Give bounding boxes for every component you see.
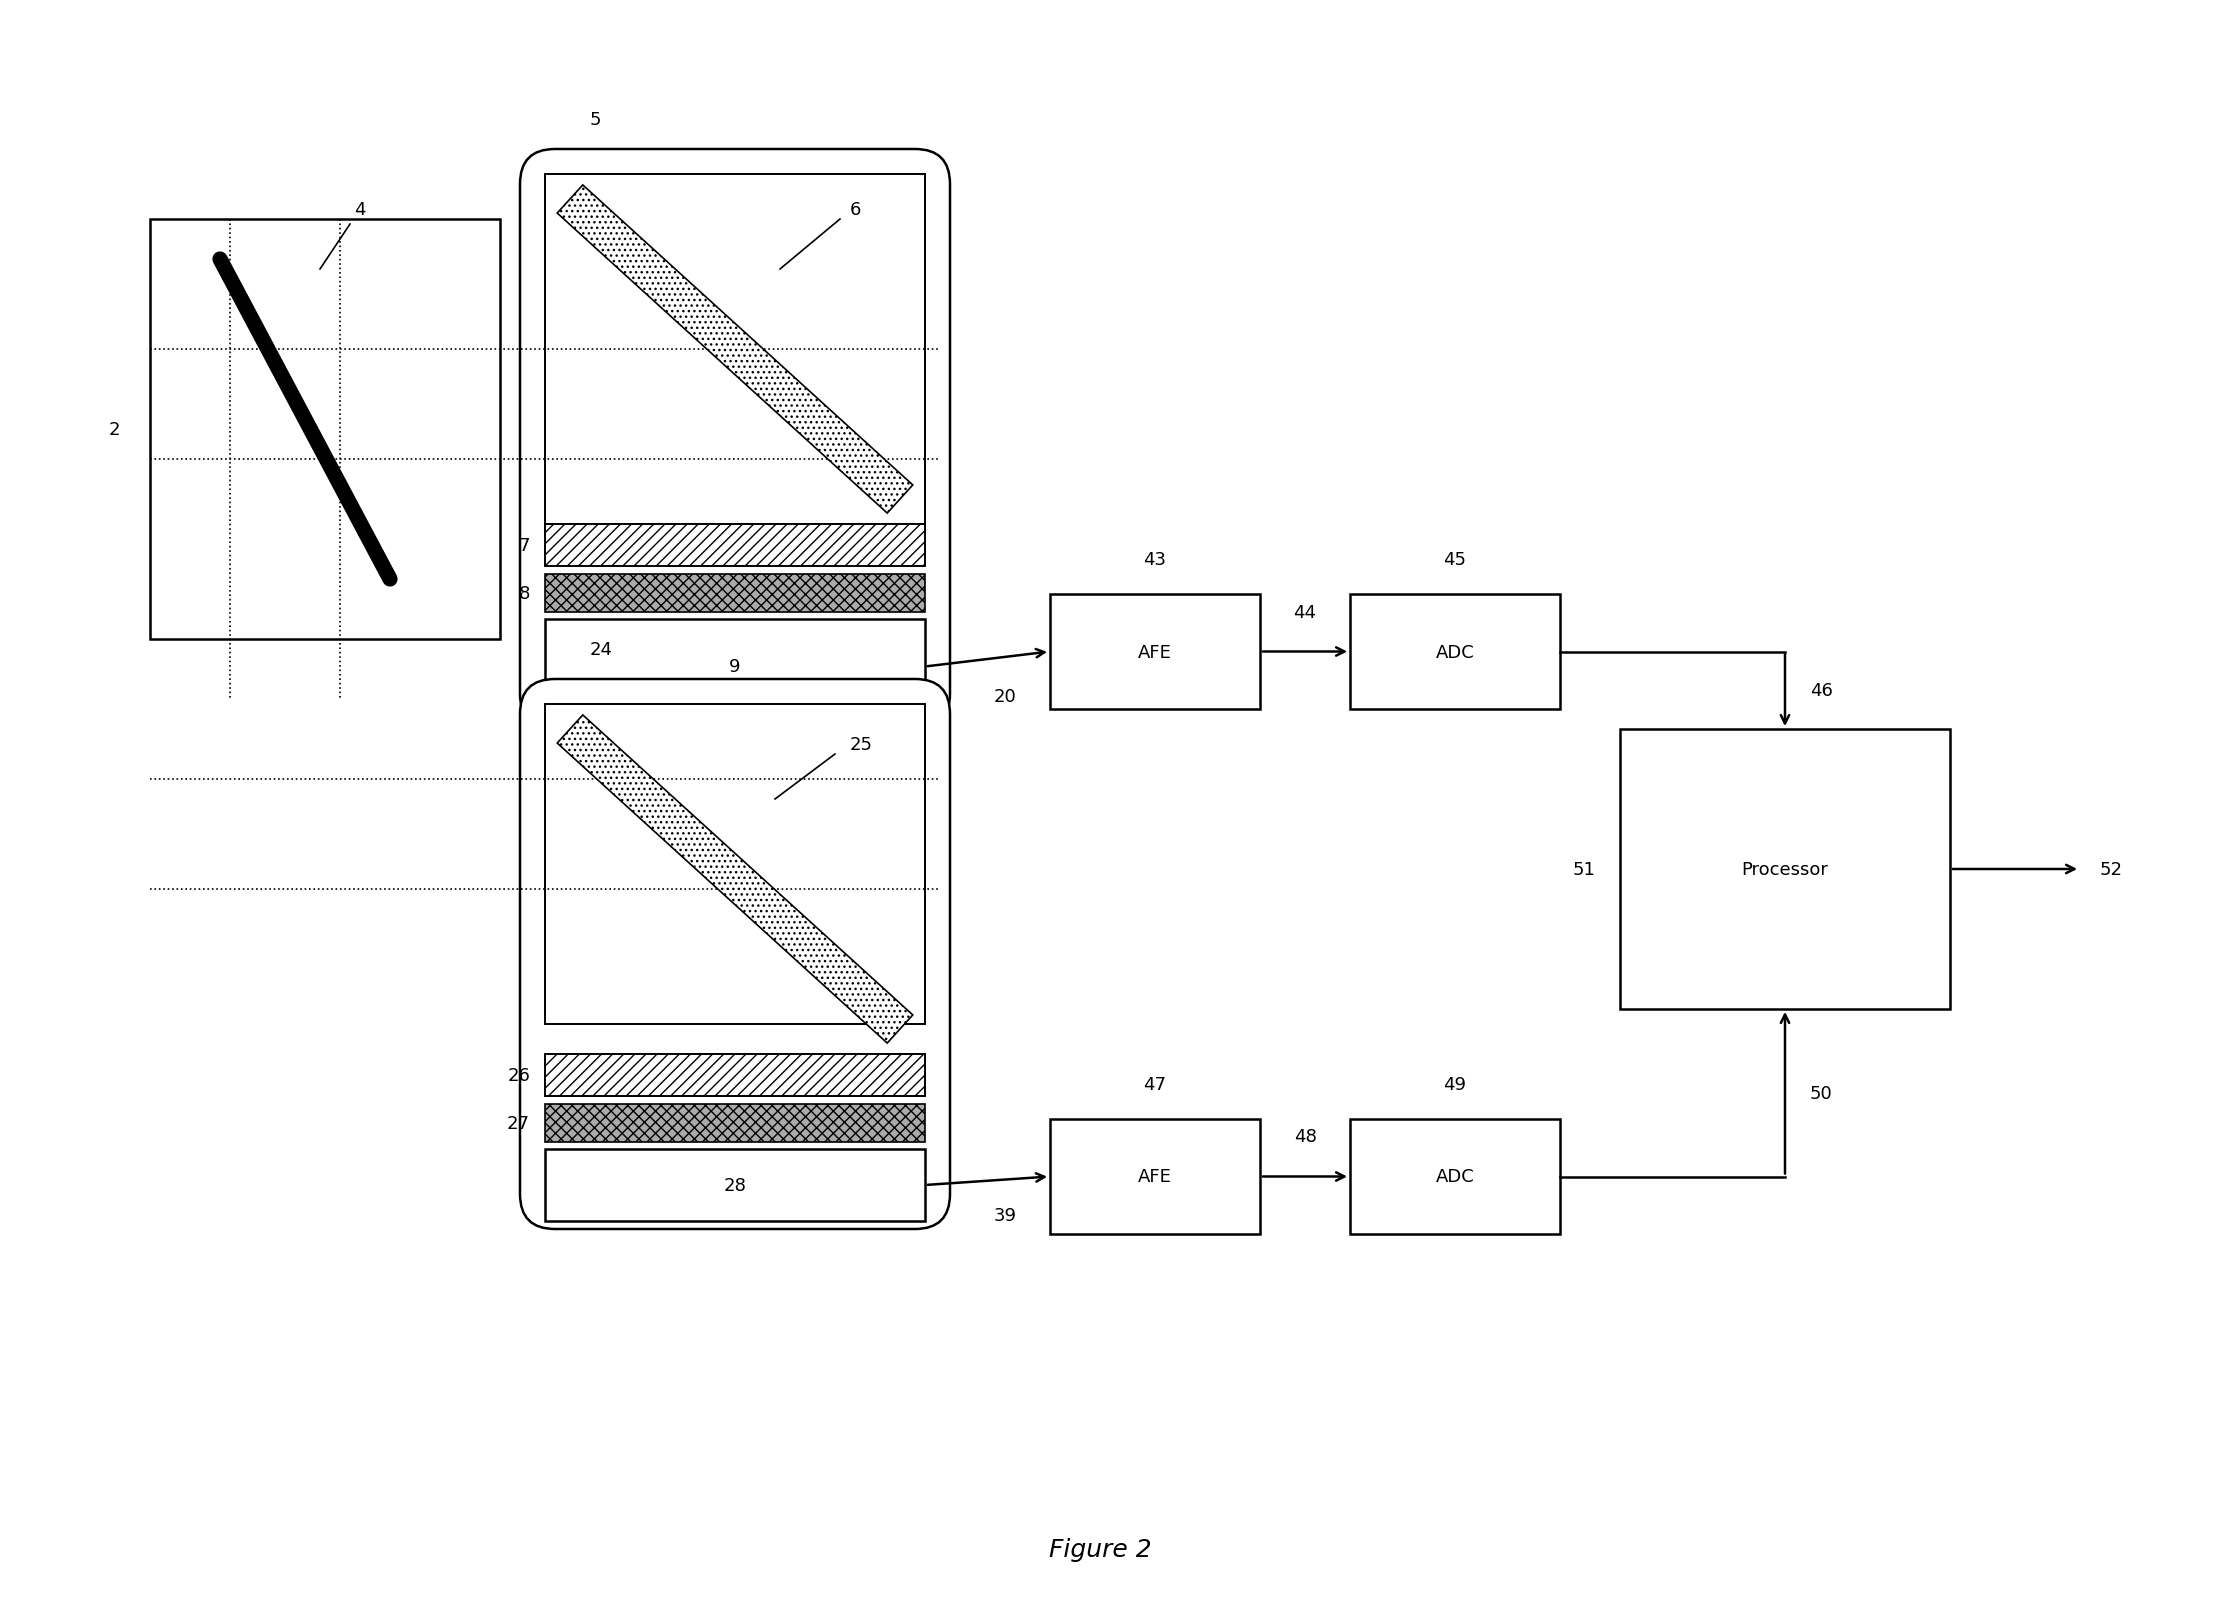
Bar (546, 524, 924, 566)
Text: AFE: AFE (1138, 1169, 1171, 1186)
Text: 44: 44 (1294, 604, 1316, 622)
Text: 8: 8 (519, 584, 530, 602)
Text: Processor: Processor (1742, 860, 1828, 878)
Text: 2: 2 (109, 420, 120, 438)
Text: 43: 43 (1142, 550, 1167, 568)
Bar (1350, 1120, 1559, 1233)
Bar (1049, 1120, 1260, 1233)
FancyBboxPatch shape (519, 149, 951, 730)
Text: 20: 20 (993, 688, 1016, 706)
Text: 48: 48 (1294, 1128, 1316, 1146)
Bar (546, 1104, 924, 1143)
Bar (546, 1055, 924, 1096)
Text: Figure 2: Figure 2 (1049, 1537, 1151, 1561)
FancyBboxPatch shape (519, 680, 951, 1229)
Text: 39: 39 (993, 1206, 1016, 1224)
Text: 49: 49 (1443, 1076, 1468, 1094)
Text: ADC: ADC (1436, 643, 1474, 661)
Text: 7: 7 (519, 537, 530, 555)
Text: AFE: AFE (1138, 643, 1171, 661)
Text: 5: 5 (590, 110, 601, 128)
Polygon shape (557, 716, 913, 1044)
Text: 25: 25 (851, 735, 873, 753)
Polygon shape (557, 185, 913, 514)
Text: 9: 9 (728, 657, 742, 677)
Bar (1619, 730, 1951, 1010)
Text: 26: 26 (508, 1066, 530, 1084)
Text: 46: 46 (1811, 682, 1833, 700)
Text: ADC: ADC (1436, 1169, 1474, 1186)
Text: 28: 28 (724, 1177, 746, 1195)
Bar (1049, 594, 1260, 709)
Text: 27: 27 (508, 1115, 530, 1133)
Bar (546, 1149, 924, 1220)
Text: 45: 45 (1443, 550, 1468, 568)
Text: 52: 52 (2100, 860, 2122, 878)
Text: 50: 50 (1811, 1084, 1833, 1102)
Text: 24: 24 (590, 641, 612, 659)
Bar (1350, 594, 1559, 709)
Bar (546, 175, 924, 524)
Bar (546, 620, 924, 714)
Text: 6: 6 (851, 201, 862, 219)
Text: 47: 47 (1142, 1076, 1167, 1094)
Text: 4: 4 (354, 201, 365, 219)
Bar (149, 219, 501, 639)
Text: 51: 51 (1572, 860, 1595, 878)
Bar (546, 575, 924, 612)
Bar (546, 704, 924, 1024)
